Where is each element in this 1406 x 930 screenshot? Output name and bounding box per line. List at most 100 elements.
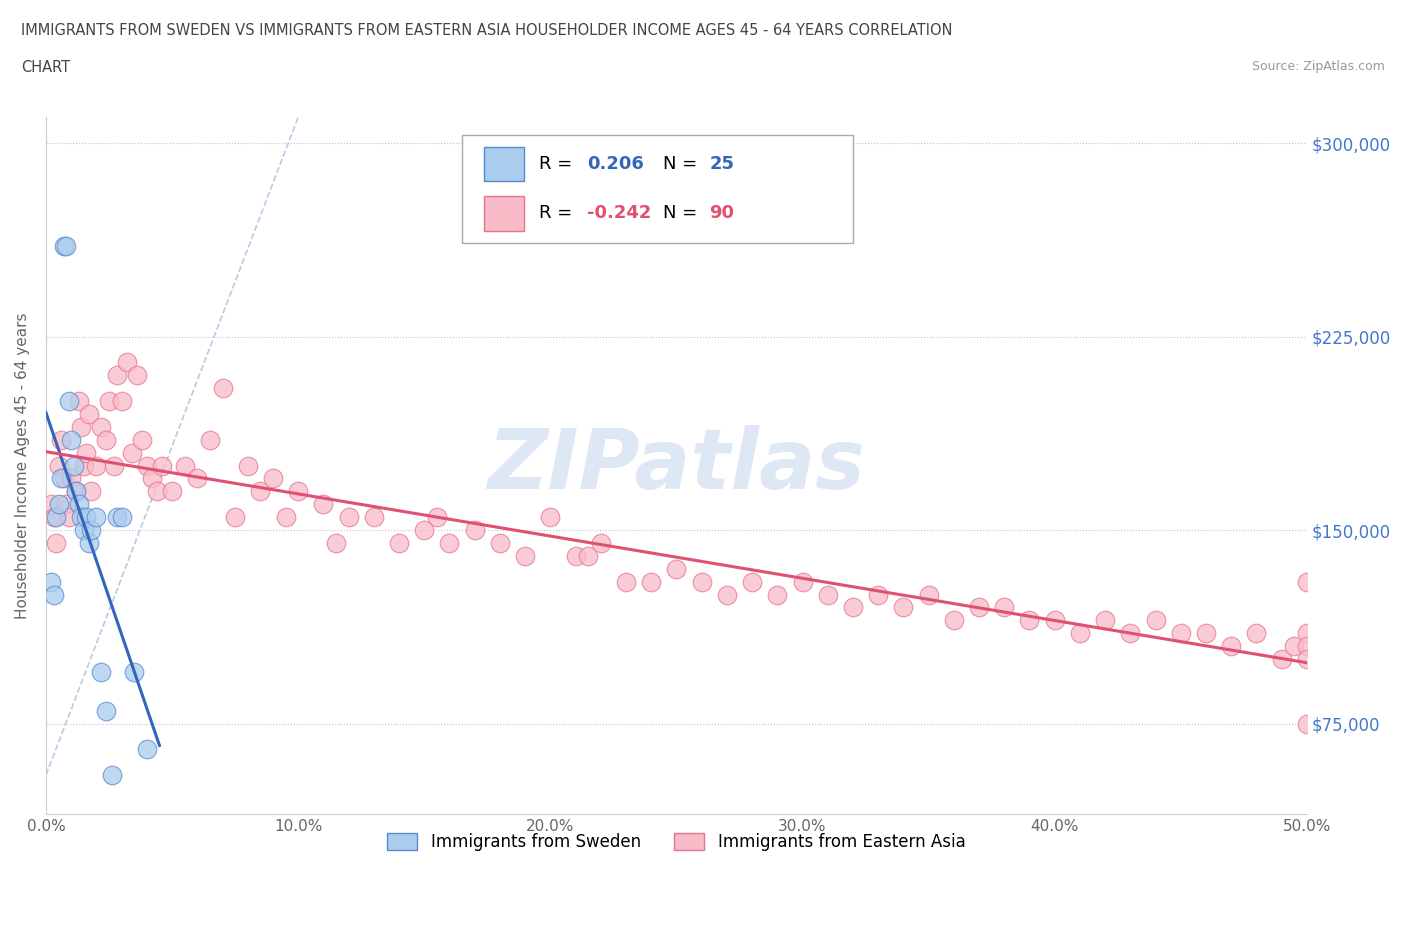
Point <box>464 523 486 538</box>
Point <box>224 510 246 525</box>
Point <box>73 523 96 538</box>
Point <box>55 239 77 254</box>
Point <box>55 497 77 512</box>
Point <box>96 703 118 718</box>
Point <box>48 458 70 473</box>
Point <box>65 484 87 498</box>
Point <box>70 510 93 525</box>
Point <box>62 458 84 473</box>
Text: 25: 25 <box>709 155 734 173</box>
Text: 0.206: 0.206 <box>586 155 644 173</box>
Point <box>337 510 360 525</box>
Point <box>45 536 67 551</box>
Point <box>413 523 436 538</box>
Point <box>766 587 789 602</box>
Point <box>98 393 121 408</box>
Point <box>105 510 128 525</box>
Text: N =: N = <box>662 155 703 173</box>
FancyBboxPatch shape <box>463 135 853 243</box>
Point <box>80 523 103 538</box>
Point <box>640 574 662 589</box>
Point <box>1296 639 1319 654</box>
Point <box>893 600 915 615</box>
Point <box>665 562 688 577</box>
Point <box>1170 626 1192 641</box>
Point <box>90 665 112 680</box>
Point <box>100 767 122 782</box>
Point <box>77 536 100 551</box>
Point <box>589 536 612 551</box>
Point <box>67 393 90 408</box>
Point <box>236 458 259 473</box>
Point <box>39 497 62 512</box>
Point <box>1296 652 1319 667</box>
Point <box>817 587 839 602</box>
Point <box>186 471 208 485</box>
Text: Source: ZipAtlas.com: Source: ZipAtlas.com <box>1251 60 1385 73</box>
Point <box>1043 613 1066 628</box>
Point <box>842 600 865 615</box>
Point <box>105 368 128 383</box>
Point <box>135 458 157 473</box>
Point <box>1069 626 1091 641</box>
Point <box>58 393 80 408</box>
Point <box>111 393 134 408</box>
Point <box>73 458 96 473</box>
Point <box>146 484 169 498</box>
Point <box>121 445 143 460</box>
Point <box>439 536 461 551</box>
Point <box>45 510 67 525</box>
Point <box>111 510 134 525</box>
Point <box>141 471 163 485</box>
Point <box>426 510 449 525</box>
Point <box>363 510 385 525</box>
Point <box>90 419 112 434</box>
Point <box>60 432 83 447</box>
Point <box>287 484 309 498</box>
Point <box>60 471 83 485</box>
Point <box>86 458 108 473</box>
Point <box>325 536 347 551</box>
Point <box>538 510 561 525</box>
Point <box>1094 613 1116 628</box>
Point <box>1246 626 1268 641</box>
Point <box>513 549 536 564</box>
Point <box>135 742 157 757</box>
Point <box>1018 613 1040 628</box>
Point <box>115 355 138 370</box>
Text: 90: 90 <box>709 205 734 222</box>
Point <box>198 432 221 447</box>
Point <box>49 471 72 485</box>
Y-axis label: Householder Income Ages 45 - 64 years: Householder Income Ages 45 - 64 years <box>15 312 30 618</box>
Point <box>262 471 284 485</box>
Point <box>77 406 100 421</box>
Text: ZIPatlas: ZIPatlas <box>488 425 865 506</box>
Text: R =: R = <box>538 205 578 222</box>
Point <box>80 484 103 498</box>
Point <box>150 458 173 473</box>
Point <box>48 497 70 512</box>
Bar <box>484 196 524 231</box>
Point <box>42 587 65 602</box>
Point <box>39 574 62 589</box>
Point <box>274 510 297 525</box>
Point <box>868 587 890 602</box>
Point <box>173 458 195 473</box>
Point <box>1296 574 1319 589</box>
Bar <box>484 147 524 181</box>
Point <box>125 368 148 383</box>
Point <box>65 484 87 498</box>
Point <box>388 536 411 551</box>
Point <box>967 600 990 615</box>
Point <box>917 587 939 602</box>
Point <box>75 510 97 525</box>
Point <box>131 432 153 447</box>
Point <box>576 549 599 564</box>
Point <box>103 458 125 473</box>
Point <box>1284 639 1306 654</box>
Point <box>942 613 965 628</box>
Point <box>67 497 90 512</box>
Point <box>58 510 80 525</box>
Text: R =: R = <box>538 155 578 173</box>
Point <box>211 380 233 395</box>
